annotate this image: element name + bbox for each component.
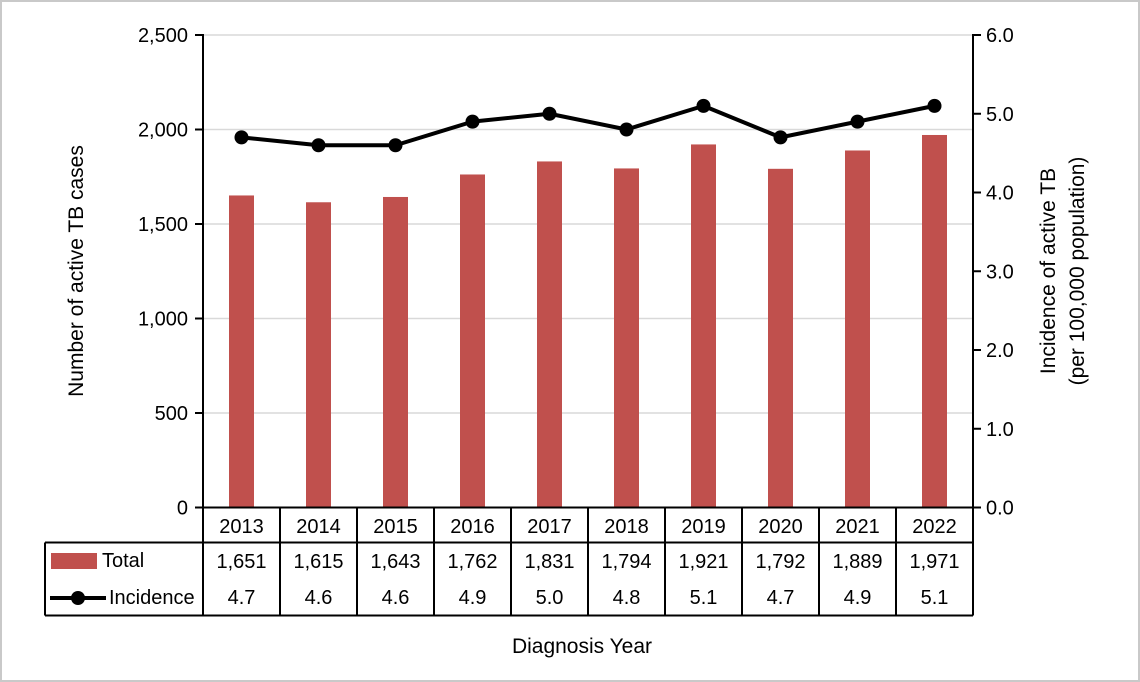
table-incidence-cell: 4.7 — [228, 587, 256, 609]
incidence-marker-2013 — [234, 130, 249, 145]
table-year-cell: 2018 — [604, 516, 649, 538]
left-axis-title: Number of active TB cases — [65, 145, 88, 397]
table-incidence-cell: 4.6 — [382, 587, 410, 609]
incidence-line-marker-icon — [50, 591, 106, 605]
incidence-marker-2016 — [465, 114, 480, 129]
table-incidence-cell: 5.0 — [536, 587, 564, 609]
legend-item-total: Total — [51, 549, 145, 572]
table-incidence-cell: 4.7 — [767, 587, 795, 609]
table-year-cell: 2013 — [219, 516, 264, 538]
table-total-cell: 1,643 — [370, 551, 420, 573]
table-total-cell: 1,889 — [832, 551, 882, 573]
table-incidence-cell: 4.9 — [844, 587, 872, 609]
table-incidence-cell: 5.1 — [921, 587, 949, 609]
incidence-marker-2017 — [542, 106, 557, 121]
table-incidence-cell: 5.1 — [690, 587, 718, 609]
x-axis-title: Diagnosis Year — [511, 635, 653, 658]
total-bar-swatch-icon — [51, 553, 97, 569]
table-year-cell: 2016 — [450, 516, 495, 538]
left-axis-tick-label: 0 — [177, 498, 188, 520]
table-incidence-cell: 4.9 — [459, 587, 487, 609]
legend-label-total: Total — [102, 549, 145, 572]
table-total-cell: 1,651 — [216, 551, 266, 573]
incidence-marker-2015 — [388, 138, 403, 153]
right-axis-tick-label: 5.0 — [986, 104, 1014, 126]
bar-2016 — [460, 174, 485, 508]
right-axis-tick-label: 1.0 — [986, 419, 1014, 441]
bar-2019 — [691, 144, 716, 508]
table-year-cell: 2015 — [373, 516, 418, 538]
table-year-cell: 2019 — [681, 516, 726, 538]
table-year-cell: 2022 — [912, 516, 957, 538]
table-year-cell: 2014 — [296, 516, 341, 538]
table-total-cell: 1,615 — [293, 551, 343, 573]
bar-2017 — [537, 161, 562, 508]
incidence-marker-2022 — [927, 98, 942, 113]
table-total-cell: 1,762 — [447, 551, 497, 573]
incidence-line — [241, 103, 935, 148]
left-axis-tick-label: 2,500 — [138, 25, 188, 47]
right-axis-tick-label: 3.0 — [986, 261, 1014, 283]
table-year-cell: 2021 — [835, 516, 880, 538]
table-year-cell: 2017 — [527, 516, 572, 538]
right-axis-title-line2: (per 100,000 population) — [1066, 156, 1089, 386]
incidence-marker-2014 — [311, 138, 326, 153]
right-axis-tick-label: 6.0 — [986, 25, 1014, 47]
right-axis-title: Incidence of active TB (per 100,000 popu… — [1034, 157, 1092, 386]
legend-label-incidence: Incidence — [109, 586, 195, 609]
table-total-cell: 1,971 — [909, 551, 959, 573]
right-axis-title-line1: Incidence of active TB — [1037, 167, 1060, 375]
incidence-marker-2019 — [696, 98, 711, 113]
table-year-cell: 2020 — [758, 516, 803, 538]
bar-2015 — [383, 196, 408, 508]
left-axis-tick-label: 500 — [155, 403, 188, 425]
bar-2018 — [614, 168, 639, 508]
right-axis-tick-label: 4.0 — [986, 183, 1014, 205]
table-total-cell: 1,794 — [601, 551, 651, 573]
left-axis-tick-label: 1,500 — [138, 214, 188, 236]
incidence-marker-2021 — [850, 114, 865, 129]
bar-2022 — [922, 134, 947, 508]
table-total-cell: 1,792 — [755, 551, 805, 573]
left-axis-tick-label: 2,000 — [138, 120, 188, 142]
legend-item-incidence: Incidence — [49, 586, 195, 609]
incidence-marker-2020 — [773, 130, 788, 145]
bar-2013 — [229, 195, 254, 508]
bar-2021 — [845, 150, 870, 508]
right-axis-tick-label: 2.0 — [986, 340, 1014, 362]
right-axis-tick-label: 0.0 — [986, 498, 1014, 520]
table-incidence-cell: 4.8 — [613, 587, 641, 609]
left-axis-tick-label: 1,000 — [138, 309, 188, 331]
bar-2020 — [768, 168, 793, 508]
table-total-cell: 1,921 — [678, 551, 728, 573]
bar-2014 — [306, 202, 331, 508]
table-total-cell: 1,831 — [524, 551, 574, 573]
incidence-marker-2018 — [619, 122, 634, 137]
table-incidence-cell: 4.6 — [305, 587, 333, 609]
